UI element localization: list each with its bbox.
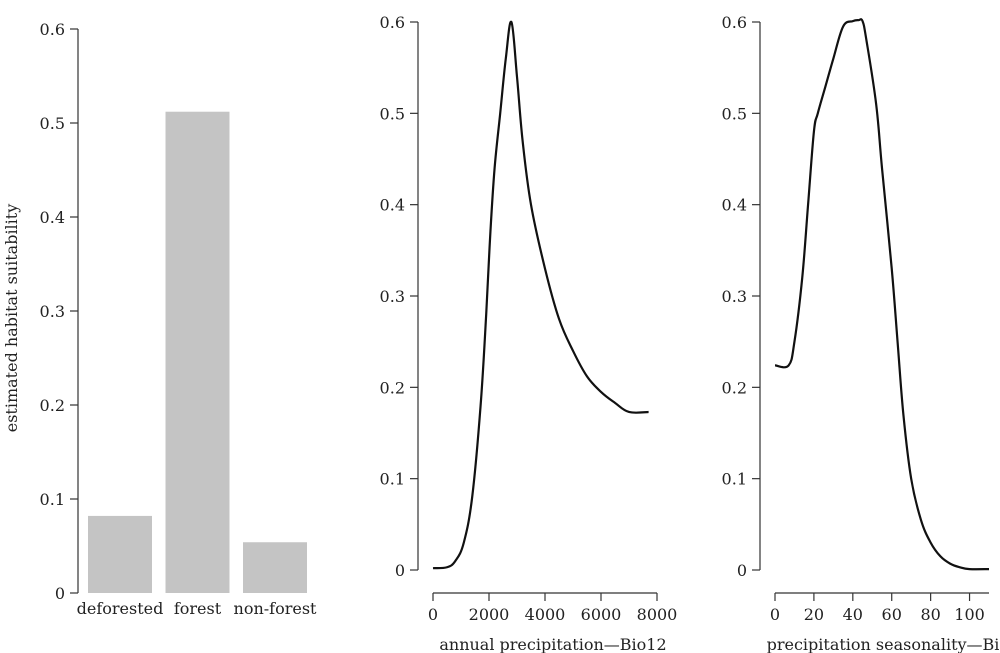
y-tick-label: 0.1 <box>40 490 65 509</box>
x-tick-label: 100 <box>954 605 985 624</box>
y-tick-label: 0.3 <box>380 287 405 306</box>
x-tick-label: 4000 <box>525 605 566 624</box>
x-tick-label: 6000 <box>581 605 622 624</box>
y-tick-label: 0.5 <box>380 104 405 123</box>
y-tick-label: 0.6 <box>40 20 65 39</box>
x-tick-label: 0 <box>428 605 438 624</box>
y-tick-label: 0.1 <box>380 470 405 489</box>
y-axis-label: estimated habitat suitability <box>2 204 21 433</box>
y-tick-label: 0.3 <box>40 302 65 321</box>
x-axis-label: precipitation seasonality—Bio15 <box>767 635 1000 653</box>
y-tick-label: 0.4 <box>40 208 65 227</box>
precipitation-seasonality-panel: 0 0.1 0.2 0.3 0.4 0.5 0.6 0 20 40 60 80 100 precipita… <box>722 13 1000 653</box>
y-tick-label: 0 <box>395 561 405 580</box>
y-tick-label: 0.4 <box>380 196 405 215</box>
x-tick-label: 40 <box>843 605 863 624</box>
bar-forest <box>165 111 230 593</box>
x-tick-label: 0 <box>770 605 780 624</box>
x-category-label: non-forest <box>234 599 318 618</box>
y-tick-label: 0 <box>55 584 65 603</box>
x-category-label: forest <box>174 599 222 618</box>
annual-precipitation-panel: 0 0.1 0.2 0.3 0.4 0.5 0.6 0 2000 4000 6000 8000 annu… <box>380 13 678 653</box>
y-tick-label: 0.2 <box>380 378 405 397</box>
y-tick-label: 0.1 <box>722 470 747 489</box>
y-tick-label: 0 <box>737 561 747 580</box>
y-tick-label: 0.6 <box>380 13 405 32</box>
bio12-response-curve <box>432 20 649 570</box>
bar-deforested <box>88 515 152 593</box>
bar-non-forest <box>243 542 307 593</box>
y-tick-label: 0.2 <box>40 396 65 415</box>
x-category-label: deforested <box>77 599 164 618</box>
x-tick-label: 2000 <box>469 605 510 624</box>
y-tick-label: 0.5 <box>722 104 747 123</box>
y-tick-label: 0.3 <box>722 287 747 306</box>
y-tick-label: 0.2 <box>722 378 747 397</box>
x-tick-label: 60 <box>882 605 902 624</box>
y-tick-label: 0.5 <box>40 114 65 133</box>
y-tick-label: 0.6 <box>722 13 747 32</box>
bio15-response-curve <box>774 18 990 571</box>
x-axis-label: annual precipitation—Bio12 <box>439 635 666 653</box>
x-tick-label: 8000 <box>637 605 678 624</box>
x-tick-label: 20 <box>804 605 824 624</box>
bar-chart-panel: 0 0.1 0.2 0.3 0.4 0.5 0.6 estimated habitat sui… <box>2 20 317 618</box>
y-tick-label: 0.4 <box>722 196 747 215</box>
x-tick-label: 80 <box>920 605 940 624</box>
